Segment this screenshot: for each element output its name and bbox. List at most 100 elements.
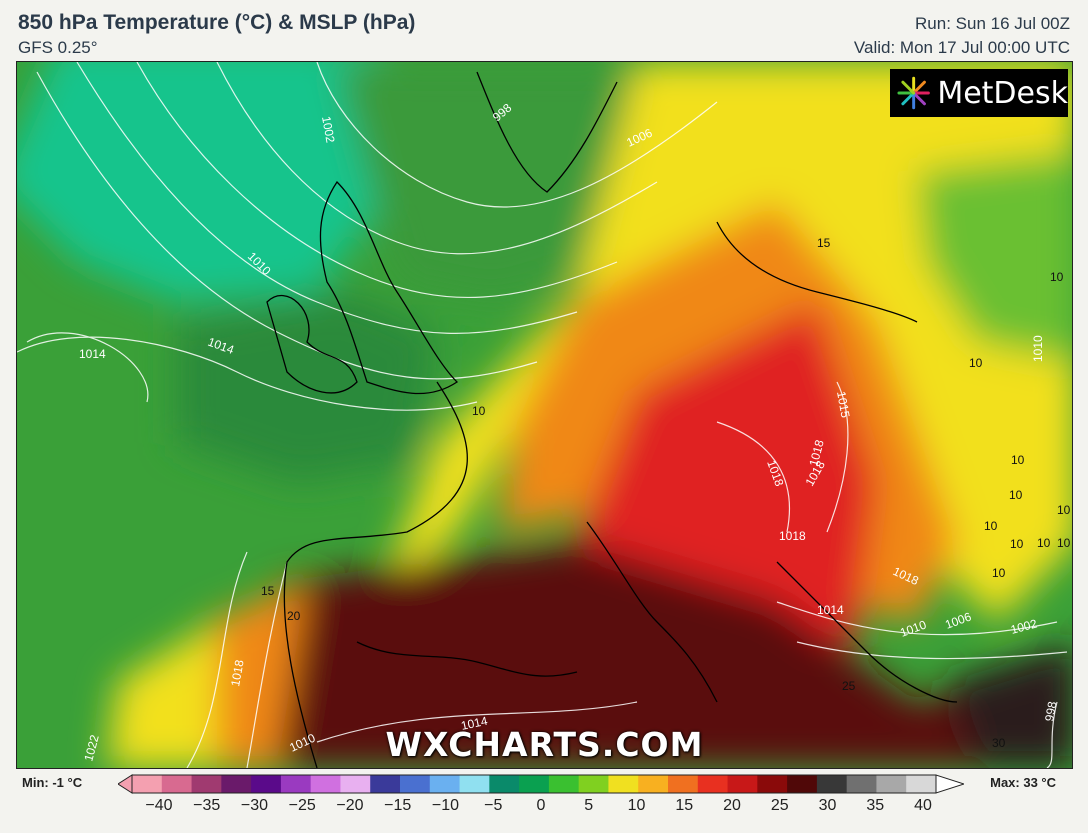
britain-outline <box>319 180 459 395</box>
temp-label: 10 <box>969 356 983 370</box>
isobar-line <box>26 332 149 403</box>
scale-cell <box>221 775 252 793</box>
balkan-coast <box>776 561 958 703</box>
scale-tick-label: 25 <box>770 797 789 814</box>
ireland-outline <box>266 295 358 394</box>
isobar-label: 1010 <box>1031 335 1045 362</box>
chart-title: 850 hPa Temperature (°C) & MSLP (hPa) <box>18 11 416 34</box>
temp-label: 20 <box>287 609 301 623</box>
scale-left-arrow <box>118 774 133 794</box>
france-iberia-coast <box>283 381 468 768</box>
scale-tick-label: −25 <box>288 797 316 814</box>
isobar-label: 1018 <box>806 438 827 468</box>
temp-label: 30 <box>992 736 1006 750</box>
scale-tick-label: −40 <box>145 797 173 814</box>
temp-label: 10 <box>992 566 1006 580</box>
temp-label: 10 <box>1057 536 1071 550</box>
scale-cell <box>429 775 461 793</box>
model-name: GFS 0.25° <box>18 38 98 57</box>
isobar-label: 1002 <box>319 115 337 144</box>
scale-tick-label: 0 <box>536 797 546 814</box>
isobar-line <box>776 601 1058 636</box>
watermark: WXCHARTS.COM <box>385 725 704 764</box>
temperature-labels: 10 10 10 10 10 10 10 10 10 15 20 15 25 3… <box>261 236 1071 750</box>
metdesk-logo: MetDesk <box>890 69 1068 117</box>
temp-label: 10 <box>1009 488 1023 502</box>
isobar-label: 1014 <box>460 714 489 733</box>
se-dark <box>947 643 1072 768</box>
temp-label: 15 <box>817 236 831 250</box>
scale-cell <box>370 775 401 793</box>
scale-cell <box>757 775 788 793</box>
scale-right-arrow <box>935 774 964 794</box>
scale-cell <box>876 775 907 793</box>
scale-tick-label: −10 <box>431 797 460 814</box>
scale-cell <box>668 775 699 793</box>
scale-tick-label: 40 <box>914 797 932 814</box>
scale-cell <box>787 775 818 793</box>
isobar-label: 998 <box>1042 700 1059 722</box>
scale-tick-label: 35 <box>866 797 885 814</box>
scale-cell <box>132 775 163 793</box>
scale-tick-label: 15 <box>675 797 694 814</box>
scale-cell <box>459 775 490 793</box>
isobar-line <box>36 71 538 380</box>
scale-cell <box>816 775 848 793</box>
isobar-label: 1002 <box>1009 616 1039 637</box>
scale-tick-label: 20 <box>723 797 741 814</box>
scale-cell <box>340 775 371 793</box>
isobar-line <box>316 701 638 743</box>
temperature-field: 1002 998 1006 1010 1014 1014 1018 1018 1… <box>17 62 1072 768</box>
scale-cell <box>310 775 341 793</box>
coastlines <box>266 71 958 768</box>
scale-cell <box>280 775 312 793</box>
scale-cell <box>608 775 639 793</box>
scale-tick-label: −35 <box>193 797 221 814</box>
scale-tick-label: −30 <box>240 797 269 814</box>
scale-cell <box>727 775 758 793</box>
temp-label: 10 <box>1057 503 1071 517</box>
isobars <box>17 62 1068 768</box>
isobar-line <box>1046 701 1058 768</box>
legend-min: Min: -1 °C <box>22 775 83 790</box>
scale-cell <box>400 775 431 793</box>
legend-max: Max: 33 °C <box>990 775 1056 790</box>
temp-label: 10 <box>1050 270 1064 284</box>
scale-tick-label: −20 <box>336 797 364 814</box>
isobar-line <box>246 561 288 768</box>
scale-cell <box>191 775 222 793</box>
temp-label: 10 <box>984 519 998 533</box>
isobar-label: 1022 <box>81 733 102 763</box>
scale-cell <box>161 775 193 793</box>
isobar-line <box>186 551 248 768</box>
temp-label: 15 <box>261 584 275 598</box>
scale-ticks: −40 −35 −30 −25 −20 −15 −10 −5 0 5 10 15 20 25 30 35 40 <box>0 797 1088 821</box>
temp-label: 10 <box>1037 536 1051 550</box>
logo-text: MetDesk <box>937 75 1068 111</box>
weather-map: 1002 998 1006 1010 1014 1014 1018 1018 1… <box>16 61 1073 769</box>
metdesk-burst-icon <box>897 76 930 110</box>
isobar-label: 1018 <box>779 529 806 543</box>
isobar-line <box>716 421 791 533</box>
isobar-line <box>216 62 658 255</box>
isobar-label: 1015 <box>834 390 852 419</box>
east-green <box>917 152 1072 361</box>
isobar-label: 1014 <box>79 347 106 361</box>
scale-tick-label: 5 <box>584 797 594 814</box>
sw-yellow <box>107 622 217 768</box>
isobar-line <box>136 62 618 298</box>
isobar-line <box>316 62 718 208</box>
scale-cell <box>548 775 580 793</box>
temp-label: 25 <box>842 679 856 693</box>
isobar-line <box>17 336 478 411</box>
temp-label: 10 <box>472 404 486 418</box>
norway-outline <box>476 71 618 193</box>
isobar-line <box>826 381 849 533</box>
temp-label: 10 <box>1010 537 1024 551</box>
scale-cell <box>251 775 282 793</box>
isobar-label: 1018 <box>228 658 246 687</box>
africa-coast <box>356 641 578 677</box>
isobar-label: 1014 <box>817 603 844 617</box>
scale-cell <box>906 775 937 793</box>
scale-cell <box>846 775 877 793</box>
